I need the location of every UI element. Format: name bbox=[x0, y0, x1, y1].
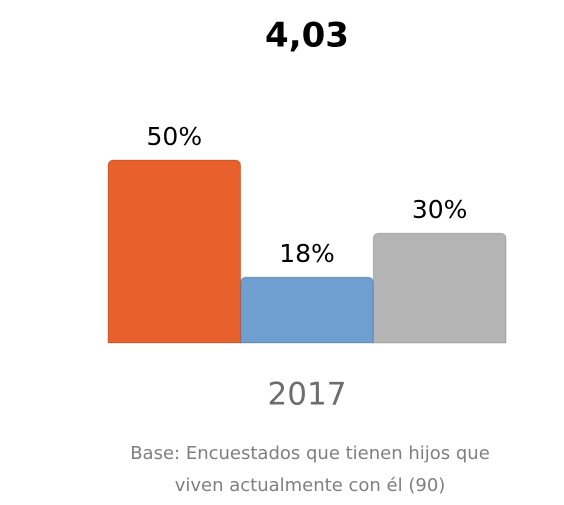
chart: 4,03 50% 18% 30% 2017 bbox=[107, 16, 507, 413]
footnote: Base: Encuestados que tienen hijos que v… bbox=[130, 443, 490, 496]
bar bbox=[107, 159, 242, 344]
chart-title: 4,03 bbox=[265, 16, 349, 56]
bar bbox=[372, 232, 507, 344]
data-label: 30% bbox=[412, 195, 468, 224]
data-label: 50% bbox=[147, 122, 203, 151]
x-tick-label: 2017 bbox=[268, 377, 347, 413]
data-label: 18% bbox=[279, 239, 335, 268]
bar bbox=[240, 276, 374, 344]
